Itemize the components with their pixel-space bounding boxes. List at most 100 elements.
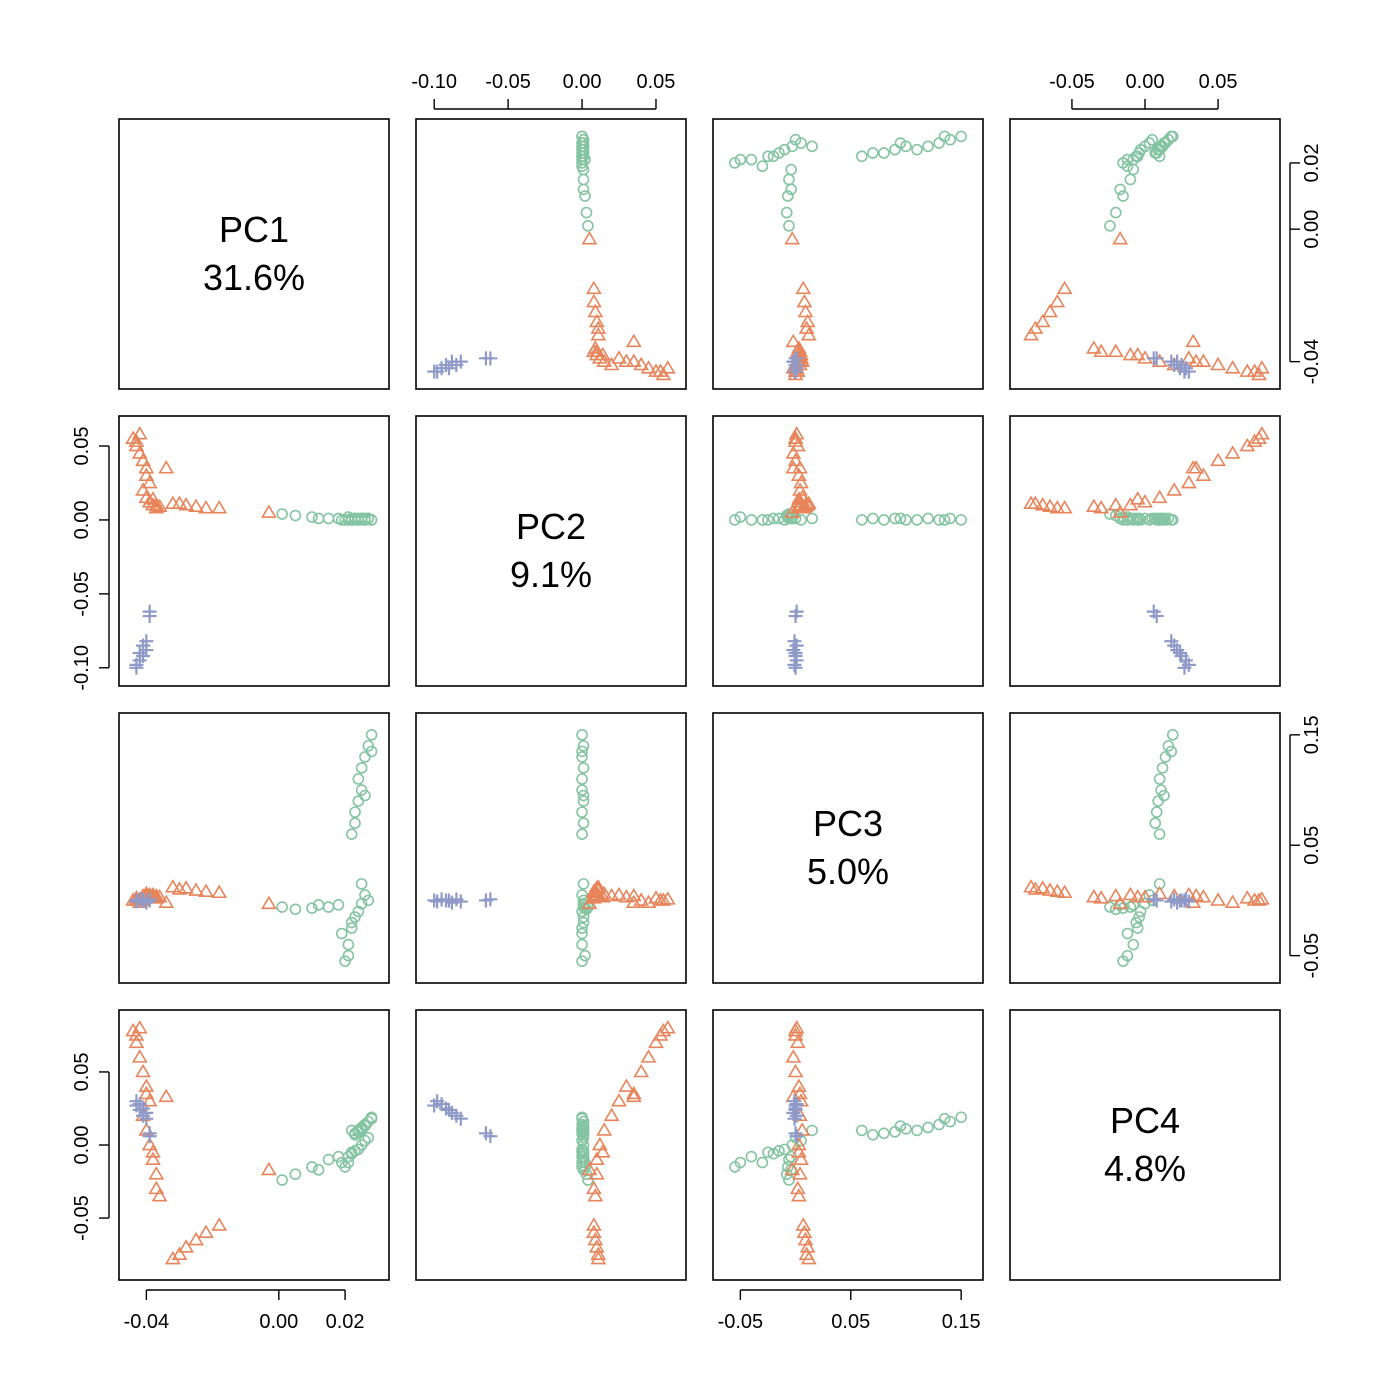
- point-plus: [1167, 892, 1182, 907]
- point-triangle: [145, 1151, 161, 1165]
- point-plus: [787, 354, 802, 369]
- point-triangle: [131, 426, 148, 440]
- point-circle: [756, 160, 769, 173]
- point-triangle: [590, 1250, 607, 1265]
- point-circle: [577, 789, 590, 802]
- tick-label: 0.05: [71, 1052, 93, 1091]
- panel-frame: [1009, 415, 1281, 687]
- point-circle: [922, 512, 934, 525]
- point-circle: [577, 878, 590, 890]
- point-circle: [955, 130, 967, 143]
- panel-PC4-PC2: [415, 1009, 687, 1281]
- point-triangle: [790, 1136, 807, 1151]
- point-triangle: [171, 1246, 188, 1260]
- point-triangle: [178, 880, 195, 894]
- point-triangle: [1023, 879, 1039, 893]
- point-plus: [1146, 892, 1161, 907]
- point-circle: [576, 922, 588, 934]
- variance-percent-label: 4.8%: [1104, 1148, 1186, 1189]
- point-triangle: [158, 460, 175, 474]
- point-circle: [1158, 789, 1170, 802]
- point-triangle: [787, 452, 804, 467]
- point-circle: [767, 1147, 780, 1160]
- point-circle: [345, 916, 358, 929]
- point-triangle: [585, 1217, 602, 1231]
- point-circle: [365, 745, 378, 758]
- panel-frame: [118, 118, 390, 390]
- point-triangle: [261, 895, 277, 910]
- point-triangle: [625, 887, 642, 902]
- point-triangle: [799, 313, 816, 328]
- point-circle: [1165, 130, 1178, 143]
- point-circle: [577, 795, 590, 807]
- point-circle: [783, 220, 795, 232]
- panel-PC4-PC4: PC4 4.8%: [1009, 1009, 1281, 1281]
- point-circle: [576, 157, 588, 169]
- point-circle: [933, 137, 945, 149]
- point-triangle: [790, 498, 807, 512]
- point-triangle: [789, 1180, 806, 1195]
- point-circle: [855, 514, 868, 526]
- point-circle: [312, 1164, 325, 1176]
- point-triangle: [581, 895, 598, 910]
- point-triangle: [1239, 437, 1256, 452]
- point-circle: [576, 955, 588, 967]
- point-triangle: [1023, 495, 1039, 510]
- point-triangle: [588, 1166, 605, 1180]
- point-circle: [576, 160, 588, 173]
- point-circle: [894, 512, 907, 525]
- point-circle: [1104, 220, 1116, 232]
- point-triangle: [135, 1063, 151, 1078]
- point-triangle: [158, 1088, 175, 1103]
- point-circle: [922, 140, 934, 153]
- point-circle: [322, 901, 335, 913]
- point-circle: [312, 512, 325, 525]
- point-circle: [900, 1123, 912, 1135]
- point-triangle: [164, 1250, 181, 1265]
- point-triangle: [1188, 353, 1205, 367]
- point-plus: [129, 660, 144, 675]
- point-circle: [955, 1111, 967, 1124]
- point-triangle: [784, 1161, 801, 1176]
- point-circle: [1114, 512, 1126, 525]
- point-plus: [139, 894, 154, 909]
- point-circle: [580, 206, 593, 219]
- panel-frame: [712, 118, 984, 390]
- point-circle: [1114, 183, 1126, 196]
- point-plus: [441, 361, 456, 376]
- point-circle: [1165, 745, 1178, 758]
- point-triangle: [588, 1151, 605, 1165]
- point-plus: [787, 634, 802, 649]
- panel-PC2-PC1: [118, 415, 390, 687]
- point-triangle: [796, 293, 813, 308]
- point-plus: [427, 1098, 442, 1113]
- point-circle: [762, 1146, 774, 1159]
- point-plus: [1146, 351, 1161, 366]
- point-plus: [789, 1129, 804, 1144]
- point-circle: [806, 1124, 818, 1137]
- point-triangle: [145, 1144, 161, 1158]
- point-circle: [577, 1120, 590, 1132]
- point-triangle: [789, 1034, 806, 1049]
- point-triangle: [788, 1020, 805, 1034]
- point-circle: [349, 817, 361, 829]
- point-circle: [867, 512, 879, 525]
- point-triangle: [1042, 498, 1058, 512]
- point-triangle: [138, 1085, 155, 1100]
- panel-PC3-PC2: [415, 712, 687, 984]
- point-triangle: [138, 467, 155, 481]
- point-triangle: [131, 1020, 148, 1034]
- point-plus: [789, 604, 804, 619]
- point-circle: [1146, 133, 1159, 146]
- point-plus: [789, 351, 804, 366]
- point-triangle: [596, 353, 613, 367]
- point-triangle: [585, 1224, 602, 1239]
- point-circle: [577, 740, 590, 752]
- point-circle: [762, 150, 774, 163]
- point-triangle: [148, 890, 165, 904]
- point-triangle: [581, 1161, 598, 1176]
- panel-PC3-PC3: PC3 5.0%: [712, 712, 984, 984]
- point-triangle: [655, 366, 672, 381]
- point-triangle: [659, 891, 676, 905]
- point-circle: [332, 899, 345, 911]
